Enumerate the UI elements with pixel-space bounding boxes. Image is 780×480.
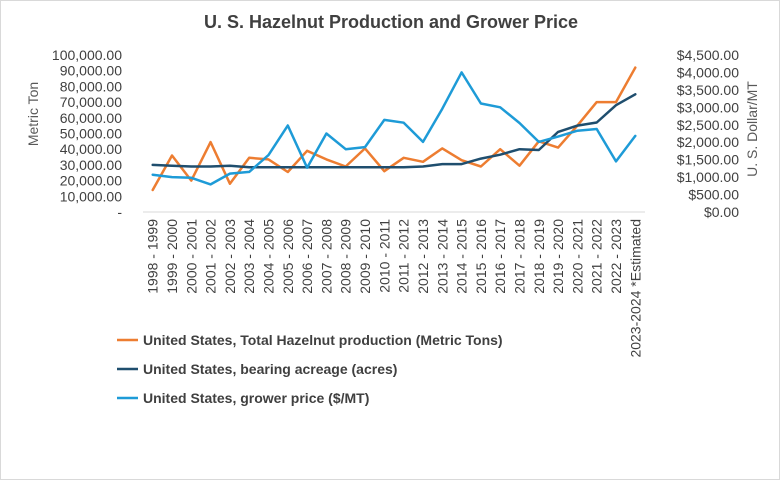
x-tick-label: 2014 - 2015 <box>454 219 470 294</box>
series-line-2 <box>151 93 637 169</box>
x-tick-label: 2022 - 2023 <box>608 219 624 294</box>
x-tick-label: 2005 - 2006 <box>280 219 296 294</box>
series-line-3 <box>151 71 637 186</box>
y-tick-right: $2,500.00 <box>677 117 739 133</box>
y-tick-left: 70,000.00 <box>60 94 122 110</box>
y-tick-right: $4,000.00 <box>677 64 739 80</box>
x-tick-label: 2020 - 2021 <box>569 219 585 294</box>
y-tick-left: 50,000.00 <box>60 126 122 142</box>
x-tick-label: 1999 - 2000 <box>164 219 180 294</box>
y-tick-right: $3,500.00 <box>677 82 739 98</box>
y-tick-left: 40,000.00 <box>60 141 122 157</box>
x-tick-label: 2008 - 2009 <box>338 219 354 294</box>
x-axis: 1998 - 1999 1999 - 2000 2000 - 2001 2001 - … <box>143 211 645 358</box>
x-tick-label: 2011 - 2012 <box>396 219 412 293</box>
chart-title: U. S. Hazelnut Production and Grower Pri… <box>204 12 578 32</box>
y-tick-left: 20,000.00 <box>60 173 122 189</box>
x-tick-label: 2006 - 2007 <box>299 219 315 294</box>
y-tick-right: $2,000.00 <box>677 134 739 150</box>
x-tick-label: 2016 - 2017 <box>492 219 508 294</box>
y-tick-right: $3,000.00 <box>677 99 739 115</box>
y-tick-right: $500.00 <box>688 187 739 203</box>
y-tick-right: $1,000.00 <box>677 169 739 185</box>
x-tick-label: 2001 - 2002 <box>203 219 219 294</box>
x-tick-label: 2013 - 2014 <box>434 219 450 294</box>
x-tick-label: 2017 - 2018 <box>512 219 528 294</box>
y-axis-left: -10,000.0020,000.0030,000.0040,000.0050,… <box>52 47 122 220</box>
x-tick-label: 1998 - 1999 <box>145 219 161 294</box>
x-tick-label: 2023-2024 *Estimated <box>627 219 643 358</box>
legend: United States, Total Hazelnut production… <box>117 332 503 406</box>
y-tick-left: 10,000.00 <box>60 188 122 204</box>
x-tick-label: 2021 - 2022 <box>589 219 605 294</box>
y-tick-left: 30,000.00 <box>60 157 122 173</box>
x-tick-label: 2012 - 2013 <box>415 219 431 294</box>
y-tick-right: $4,500.00 <box>677 47 739 63</box>
x-tick-label: 2000 - 2001 <box>183 219 199 294</box>
legend-label-3: United States, grower price ($/MT) <box>143 390 369 406</box>
x-tick-label: 2018 - 2019 <box>531 219 547 294</box>
y-axis-left-title: Metric Ton <box>25 82 41 146</box>
x-tick-label: 2015 - 2016 <box>473 219 489 294</box>
y-tick-right: $0.00 <box>704 204 739 220</box>
x-tick-label: 2003 - 2004 <box>241 219 257 294</box>
y-tick-left: 100,000.00 <box>52 47 122 63</box>
legend-label-1: United States, Total Hazelnut production… <box>143 332 503 348</box>
y-tick-left: 90,000.00 <box>60 63 122 79</box>
x-tick-label: 2019 - 2020 <box>550 219 566 294</box>
x-tick-label: 2004 - 2005 <box>261 219 277 294</box>
y-tick-left: 80,000.00 <box>60 78 122 94</box>
y-axis-right-title: U. S. Dollar/MT <box>744 81 760 177</box>
x-tick-label: 2002 - 2003 <box>222 219 238 294</box>
y-axis-right: $0.00$500.00$1,000.00$1,500.00$2,000.00$… <box>677 47 740 220</box>
y-tick-left: - <box>117 204 122 220</box>
legend-label-2: United States, bearing acreage (acres) <box>143 361 397 377</box>
y-tick-left: 60,000.00 <box>60 110 122 126</box>
series-lines <box>151 66 637 192</box>
series-line-1 <box>151 66 637 192</box>
x-tick-label: 2007 - 2008 <box>318 219 334 294</box>
x-tick-label: 2010 - 2011 <box>376 219 392 293</box>
x-tick-label: 2009 - 2010 <box>357 219 373 294</box>
y-tick-right: $1,500.00 <box>677 152 739 168</box>
